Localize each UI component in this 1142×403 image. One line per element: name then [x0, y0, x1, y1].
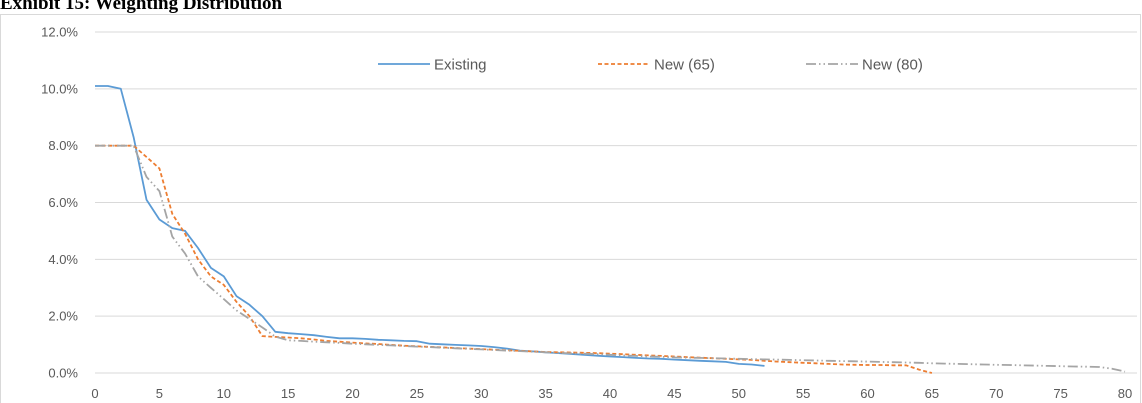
y-tick-label: 10.0%: [41, 81, 78, 96]
legend-label: Existing: [434, 57, 487, 74]
x-tick-label: 10: [217, 386, 231, 401]
x-tick-label: 65: [925, 386, 939, 401]
x-tick-label: 25: [410, 386, 424, 401]
x-tick-label: 55: [796, 386, 810, 401]
series-lines: [95, 85, 1126, 374]
x-tick-label: 0: [91, 386, 98, 401]
gridlines: [95, 31, 1137, 374]
y-tick-label: 2.0%: [48, 309, 78, 324]
x-tick-label: 50: [732, 386, 746, 401]
x-tick-label: 5: [156, 386, 163, 401]
x-tick-label: 60: [860, 386, 874, 401]
y-tick-label: 0.0%: [48, 366, 78, 381]
x-tick-label: 35: [538, 386, 552, 401]
chart-frame: [0, 14, 1141, 403]
y-tick-label: 6.0%: [48, 195, 78, 210]
x-tick-label: 15: [281, 386, 295, 401]
legend: Existing New (65) New (80): [378, 57, 923, 74]
x-tick-label: 30: [474, 386, 488, 401]
y-tick-label: 4.0%: [48, 252, 78, 267]
x-tick-label: 80: [1118, 386, 1132, 401]
y-tick-label: 8.0%: [48, 138, 78, 153]
series-line: [95, 144, 1126, 373]
series-line: [95, 85, 765, 367]
x-tick-label: 20: [345, 386, 359, 401]
x-tick-label: 70: [989, 386, 1003, 401]
legend-label: New (80): [862, 57, 923, 74]
exhibit-title: Exhibit 15: Weighting Distribution: [0, 0, 283, 14]
y-axis-ticks: 0.0% 2.0% 4.0% 6.0% 8.0% 10.0% 12.0%: [41, 25, 78, 381]
x-tick-label: 40: [603, 386, 617, 401]
x-tick-label: 75: [1053, 386, 1067, 401]
legend-label: New (65): [654, 57, 715, 74]
y-tick-label: 12.0%: [41, 25, 78, 40]
x-axis-ticks: 0 5 10 15 20 25 30 35 40 45 50 55 60 65 70 75 80: [91, 386, 1132, 401]
x-tick-label: 45: [667, 386, 681, 401]
